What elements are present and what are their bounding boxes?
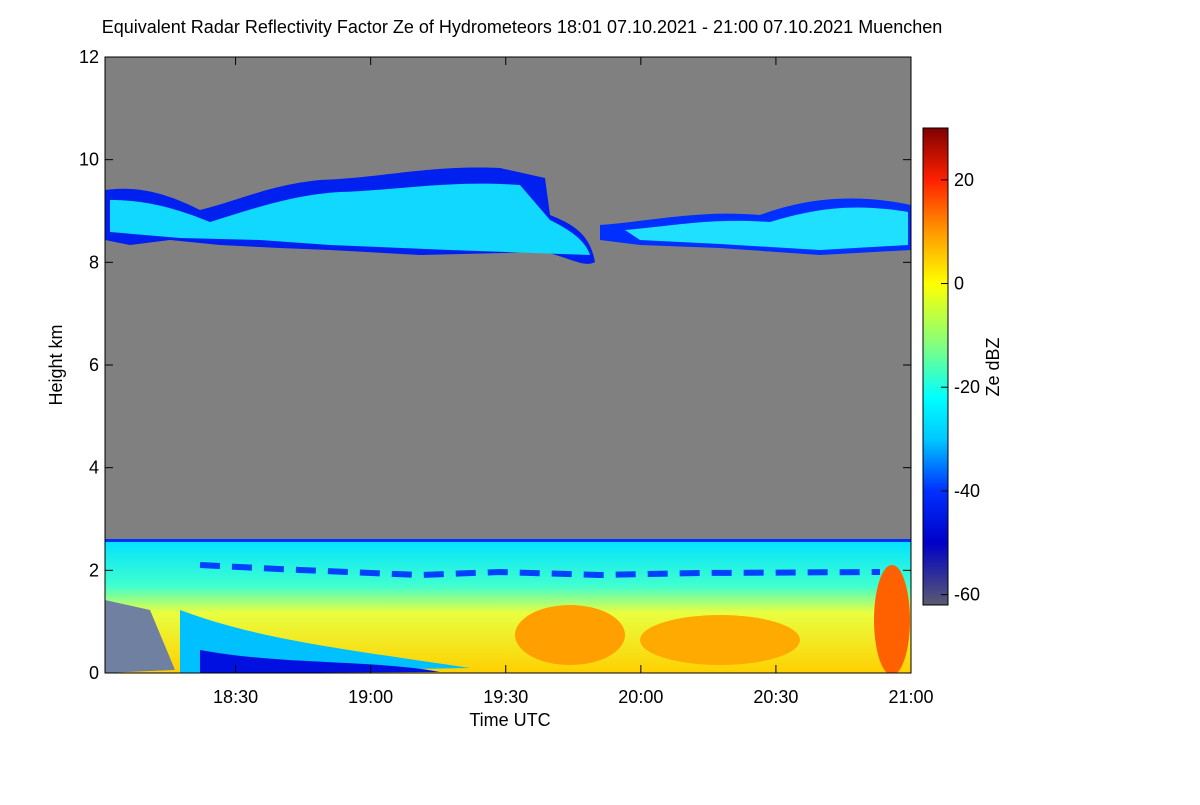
x-tick-label: 20:00 [618,687,663,707]
y-tick-label: 6 [89,355,99,375]
colorbar-tick-label: -40 [954,481,980,501]
x-tick-label: 18:30 [213,687,258,707]
colorbar-tick-label: -60 [954,585,980,605]
chart-title: Equivalent Radar Reflectivity Factor Ze … [102,17,943,37]
upper-cloud-2 [625,207,908,250]
lower-top-edge [105,539,911,542]
x-tick-label: 19:30 [483,687,528,707]
upper-cloud [110,183,590,255]
y-tick-label: 8 [89,252,99,272]
colorbar-tick-label: 20 [954,170,974,190]
colorbar-label: Ze dBZ [983,337,1003,396]
reflectivity-field [105,167,911,673]
orange-core [515,605,625,665]
orange-core [874,565,910,673]
colorbar-tick-label: 0 [954,274,964,294]
colorbar-tick-label: -20 [954,377,980,397]
colorbar [922,127,949,606]
x-tick-label: 20:30 [753,687,798,707]
y-tick-label: 2 [89,560,99,580]
orange-core [640,615,800,665]
y-tick-label: 0 [89,663,99,683]
y-tick-label: 12 [79,47,99,67]
y-tick-label: 10 [79,150,99,170]
y-axis-label: Height km [46,324,66,405]
blue-band [199,562,881,579]
low-gray [105,600,175,673]
x-tick-label: 21:00 [888,687,933,707]
low-blue [200,650,440,673]
x-axis-label: Time UTC [469,710,550,730]
y-tick-label: 4 [89,458,99,478]
x-tick-label: 19:00 [348,687,393,707]
